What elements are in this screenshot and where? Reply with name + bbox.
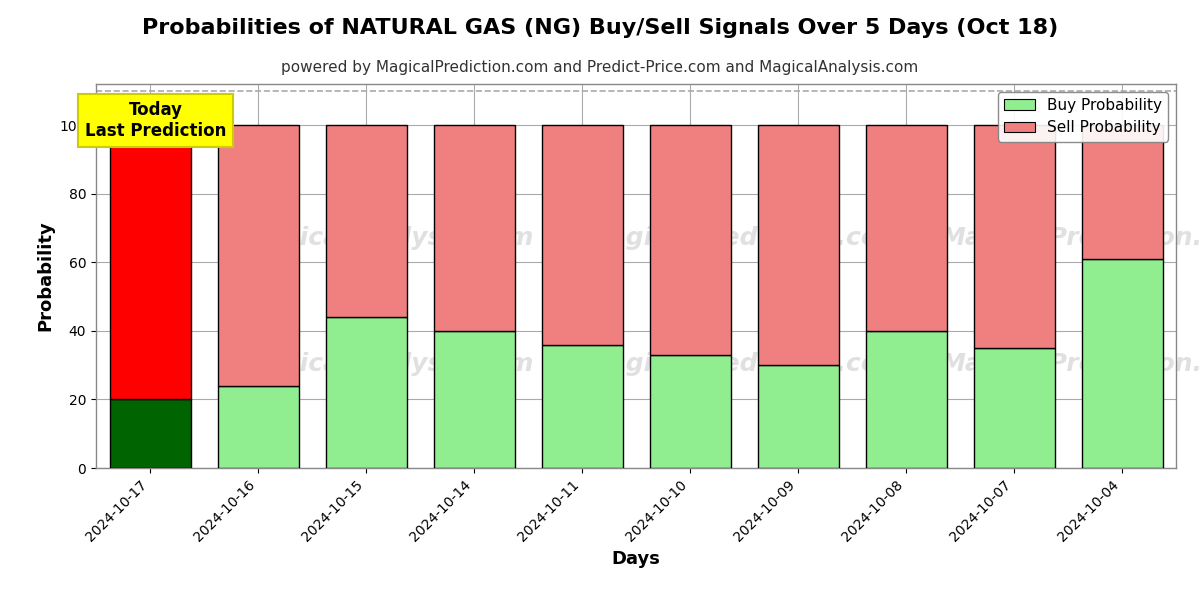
Legend: Buy Probability, Sell Probability: Buy Probability, Sell Probability	[998, 92, 1169, 142]
Bar	[541, 125, 623, 344]
Bar	[217, 386, 299, 468]
Bar	[865, 125, 947, 331]
Bar	[757, 125, 839, 365]
Bar	[433, 331, 515, 468]
Bar	[433, 125, 515, 331]
Bar	[217, 125, 299, 386]
Bar	[1081, 125, 1163, 259]
Bar	[109, 125, 191, 400]
Bar	[973, 125, 1055, 348]
Text: MagicalAnalysis.com: MagicalAnalysis.com	[241, 226, 534, 250]
Text: MagicalAnalysis.com: MagicalAnalysis.com	[241, 352, 534, 376]
Text: MagicalPrediction.com: MagicalPrediction.com	[941, 352, 1200, 376]
Text: Today
Last Prediction: Today Last Prediction	[85, 101, 226, 140]
Bar	[649, 355, 731, 468]
Y-axis label: Probability: Probability	[36, 221, 54, 331]
X-axis label: Days: Days	[612, 550, 660, 568]
Bar	[649, 125, 731, 355]
Bar	[325, 125, 407, 317]
Bar	[973, 348, 1055, 468]
Text: Probabilities of NATURAL GAS (NG) Buy/Sell Signals Over 5 Days (Oct 18): Probabilities of NATURAL GAS (NG) Buy/Se…	[142, 18, 1058, 38]
Bar	[541, 344, 623, 468]
Text: MagicalPrediction.com: MagicalPrediction.com	[584, 226, 904, 250]
Bar	[865, 331, 947, 468]
Bar	[757, 365, 839, 468]
Text: MagicalPrediction.com: MagicalPrediction.com	[584, 352, 904, 376]
Text: powered by MagicalPrediction.com and Predict-Price.com and MagicalAnalysis.com: powered by MagicalPrediction.com and Pre…	[281, 60, 919, 75]
Text: MagicalPrediction.com: MagicalPrediction.com	[941, 226, 1200, 250]
Bar	[1081, 259, 1163, 468]
Bar	[325, 317, 407, 468]
Bar	[109, 400, 191, 468]
